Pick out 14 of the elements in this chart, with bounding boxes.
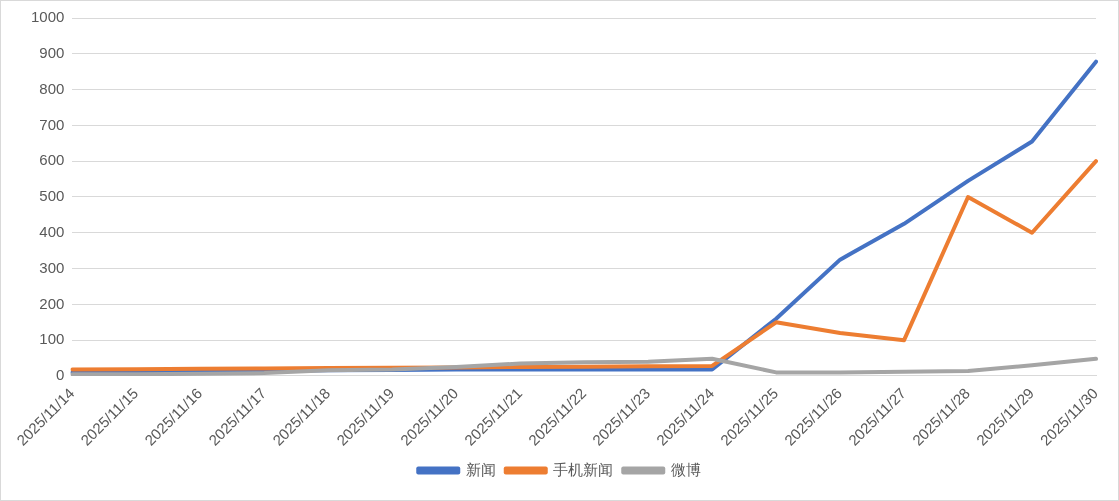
y-tick-label: 200 [39,294,65,312]
y-tick-label: 800 [39,79,65,97]
y-tick-label: 0 [56,366,65,384]
y-tick-label: 1000 [30,8,65,26]
y-tick-label: 300 [39,258,65,276]
legend-label: 微博 [670,460,701,478]
y-tick-label: 900 [39,43,65,61]
y-tick-label: 400 [39,222,65,240]
y-tick-label: 100 [39,330,65,348]
y-tick-label: 600 [39,151,65,169]
legend-label: 手机新闻 [553,460,614,478]
y-tick-label: 500 [39,187,65,205]
y-tick-label: 700 [39,115,65,133]
legend-label: 新闻 [465,460,496,478]
